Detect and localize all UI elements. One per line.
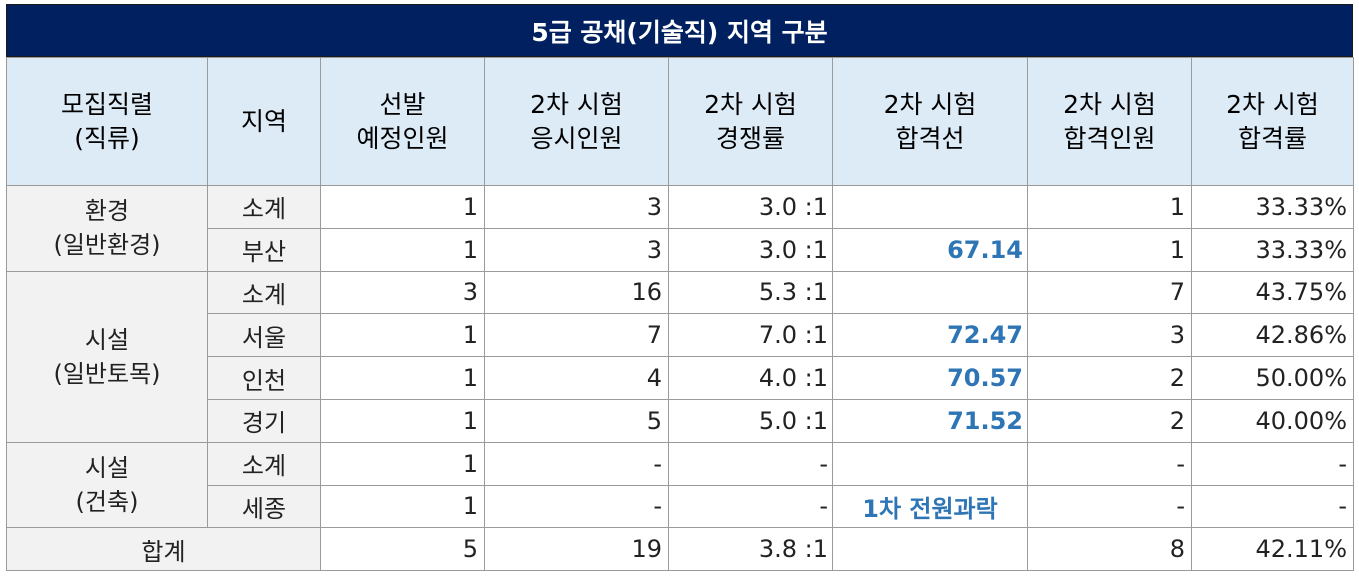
ratio-cell: -: [668, 441, 833, 486]
applicants-cell: 3: [484, 227, 669, 272]
applicants-cell: 4: [484, 356, 669, 400]
passed-cell: -: [1027, 484, 1192, 529]
table-row: 경기 1 5 5.0 :1 71.52 2 40.00%: [7, 398, 1354, 443]
table-row: 환경 (일반환경) 소계 1 3 3.0 :1 1 33.33%: [6, 185, 1354, 272]
cutoff-cell: 70.57: [832, 356, 1028, 400]
planned-cell: 3: [320, 270, 485, 315]
rate-cell: 43.75%: [1191, 270, 1354, 315]
table-title: 5급 공채(기술직) 지역 구분: [6, 4, 1353, 57]
passed-cell: -: [1027, 441, 1192, 486]
rate-cell: 42.11%: [1191, 527, 1354, 572]
ratio-cell: 3.8 :1: [668, 527, 833, 572]
region-cell: 인천: [207, 356, 321, 400]
applicants-cell: 16: [484, 270, 669, 315]
header-planned: 선발 예정인원: [320, 57, 485, 186]
applicants-cell: 3: [484, 185, 669, 229]
applicants-cell: -: [484, 484, 669, 529]
region-cell: 소계: [207, 270, 321, 315]
ratio-cell: 3.0 :1: [668, 227, 833, 272]
header-ratio: 2차 시험 경쟁률: [668, 57, 833, 186]
category-cell: 시설 (건축): [6, 441, 208, 529]
planned-cell: 1: [320, 185, 485, 229]
cutoff-cell: 1차 전원과락: [832, 484, 1028, 529]
region-cell: 서울: [207, 313, 321, 358]
planned-cell: 5: [320, 527, 485, 572]
ratio-cell: 5.3 :1: [668, 270, 833, 315]
table-row: 시설 (일반토목) 소계 3 16 5.3 :1 7 43.75%: [6, 270, 1354, 443]
planned-cell: 1: [320, 313, 485, 358]
cutoff-cell: [832, 441, 1028, 486]
rate-cell: -: [1191, 441, 1354, 486]
planned-cell: 1: [320, 227, 485, 272]
region-cell: 소계: [207, 441, 321, 486]
applicants-cell: 5: [484, 398, 669, 443]
total-row: 합계 5 19 3.8 :1 8 42.11%: [6, 527, 1354, 572]
passed-cell: 3: [1027, 313, 1192, 358]
region-cell: 부산: [207, 227, 321, 272]
region-cell: 경기: [207, 398, 321, 443]
table-row: 시설 (건축) 소계 1 - - - -: [6, 441, 1354, 529]
rate-cell: 40.00%: [1191, 398, 1354, 443]
passed-cell: 1: [1027, 185, 1192, 229]
applicants-cell: 7: [484, 313, 669, 358]
rate-cell: -: [1191, 484, 1354, 529]
region-cell: 소계: [207, 185, 321, 229]
cutoff-cell: [832, 185, 1028, 229]
passed-cell: 8: [1027, 527, 1192, 572]
table-row: 부산 1 3 3.0 :1 67.14 1 33.33%: [7, 227, 1354, 272]
ratio-cell: -: [668, 484, 833, 529]
rate-cell: 42.86%: [1191, 313, 1354, 358]
planned-cell: 1: [320, 356, 485, 400]
header-cutoff: 2차 시험 합격선: [832, 57, 1028, 186]
header-applicants: 2차 시험 응시인원: [484, 57, 669, 186]
rate-cell: 33.33%: [1191, 227, 1354, 272]
header-pass-rate: 2차 시험 합격률: [1191, 57, 1354, 186]
total-label: 합계: [6, 527, 321, 572]
header-category: 모집직렬 (직류): [6, 57, 208, 186]
header-row: 모집직렬 (직류) 지역 선발 예정인원 2차 시험 응시인원 2차 시험 경쟁률 2차…: [6, 57, 1354, 186]
ratio-cell: 3.0 :1: [668, 185, 833, 229]
applicants-cell: 19: [484, 527, 669, 572]
rate-cell: 50.00%: [1191, 356, 1354, 400]
cutoff-cell: [832, 527, 1028, 572]
planned-cell: 1: [320, 484, 485, 529]
rate-cell: 33.33%: [1191, 185, 1354, 229]
planned-cell: 1: [320, 398, 485, 443]
passed-cell: 2: [1027, 356, 1192, 400]
ratio-cell: 7.0 :1: [668, 313, 833, 358]
category-cell: 시설 (일반토목): [6, 270, 208, 443]
planned-cell: 1: [320, 441, 485, 486]
passed-cell: 2: [1027, 398, 1192, 443]
table-row: 세종 1 - - 1차 전원과락 - -: [7, 484, 1354, 529]
cutoff-cell: 72.47: [832, 313, 1028, 358]
cutoff-cell: 71.52: [832, 398, 1028, 443]
header-region: 지역: [207, 57, 321, 186]
category-cell: 환경 (일반환경): [6, 185, 208, 272]
region-cell: 세종: [207, 484, 321, 529]
ratio-cell: 5.0 :1: [668, 398, 833, 443]
cutoff-cell: 67.14: [832, 227, 1028, 272]
results-table: 모집직렬 (직류) 지역 선발 예정인원 2차 시험 응시인원 2차 시험 경쟁률 2차…: [6, 57, 1354, 572]
table-row: 서울 1 7 7.0 :1 72.47 3 42.86%: [7, 313, 1354, 358]
passed-cell: 7: [1027, 270, 1192, 315]
exam-results-sheet: 5급 공채(기술직) 지역 구분 모집직렬 (직류) 지역 선발 예정인원 2차 시…: [6, 4, 1354, 572]
ratio-cell: 4.0 :1: [668, 356, 833, 400]
cutoff-cell: [832, 270, 1028, 315]
applicants-cell: -: [484, 441, 669, 486]
header-passed: 2차 시험 합격인원: [1027, 57, 1192, 186]
table-row: 인천 1 4 4.0 :1 70.57 2 50.00%: [7, 356, 1354, 400]
passed-cell: 1: [1027, 227, 1192, 272]
